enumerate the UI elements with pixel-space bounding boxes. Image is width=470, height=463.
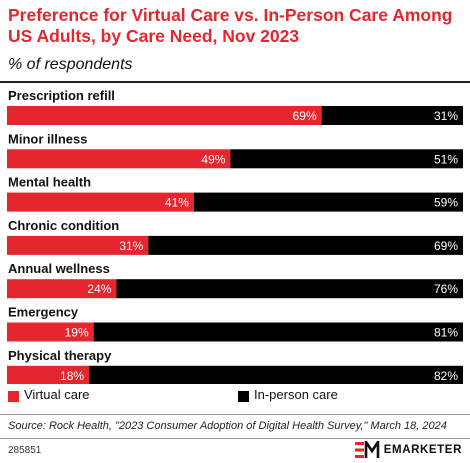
bar-virtual-physical-therapy: [7, 365, 90, 384]
category-label-annual-wellness: Annual wellness: [8, 261, 110, 276]
data-label-virtual-mental-health: 41%: [165, 196, 189, 210]
brand-wordmark: EMARKETER: [383, 444, 462, 456]
emarketer-logo: EMARKETER: [354, 441, 462, 459]
data-label-virtual-minor-illness: 49%: [201, 152, 225, 166]
data-label-virtual-annual-wellness: 24%: [87, 282, 111, 296]
chart-id: 285851: [8, 445, 42, 456]
legend-swatch-virtual: [8, 391, 19, 402]
category-label-prescription-refill: Prescription refill: [8, 88, 115, 103]
chart-subtitle: % of respondents: [8, 56, 133, 73]
data-label-virtual-emergency: 19%: [65, 326, 89, 340]
bar-virtual-prescription-refill: [7, 106, 322, 125]
category-label-minor-illness: Minor illness: [8, 131, 87, 146]
data-label-virtual-prescription-refill: 69%: [293, 109, 317, 123]
data-label-in-person-mental-health: 59%: [434, 196, 458, 210]
em-logo-icon: [354, 441, 380, 458]
category-label-mental-health: Mental health: [8, 175, 91, 190]
data-label-virtual-physical-therapy: 18%: [60, 369, 84, 383]
legend-swatch-in-person: [238, 391, 249, 402]
top-divider: [0, 81, 470, 83]
bar-in-person-minor-illness: [230, 149, 463, 169]
bar-in-person-prescription-refill: [321, 106, 463, 125]
chart-title: Preference for Virtual Care vs. In-Perso…: [8, 5, 453, 46]
bar-in-person-annual-wellness: [116, 279, 463, 299]
bar-in-person-emergency: [93, 322, 463, 342]
legend-label-virtual: Virtual care: [24, 387, 90, 402]
data-label-in-person-physical-therapy: 82%: [434, 369, 458, 383]
bar-virtual-mental-health: [7, 192, 194, 212]
category-label-emergency: Emergency: [8, 305, 79, 320]
footer-divider: [0, 414, 470, 415]
bar-in-person-mental-health: [193, 192, 463, 212]
category-label-chronic-condition: Chronic condition: [8, 218, 119, 233]
data-label-virtual-chronic-condition: 31%: [119, 239, 143, 253]
data-label-in-person-emergency: 81%: [434, 326, 458, 340]
legend-label-in-person: In-person care: [254, 387, 338, 402]
chart-plot: Prescription refill 69% 31% Minor illness 49…: [7, 88, 464, 384]
bottom-divider: [0, 438, 470, 439]
data-label-in-person-prescription-refill: 31%: [434, 109, 458, 123]
bar-virtual-minor-illness: [7, 149, 231, 169]
source-note: Source: Rock Health, "2023 Consumer Adop…: [8, 420, 447, 432]
data-label-in-person-annual-wellness: 76%: [434, 282, 458, 296]
bar-virtual-annual-wellness: [7, 279, 117, 299]
bar-in-person-physical-therapy: [89, 365, 463, 384]
data-label-in-person-minor-illness: 51%: [434, 152, 458, 166]
bar-in-person-chronic-condition: [148, 235, 464, 255]
data-label-in-person-chronic-condition: 69%: [434, 239, 458, 253]
bar-virtual-emergency: [7, 322, 94, 342]
category-label-physical-therapy: Physical therapy: [8, 348, 112, 363]
bar-virtual-chronic-condition: [7, 235, 149, 255]
